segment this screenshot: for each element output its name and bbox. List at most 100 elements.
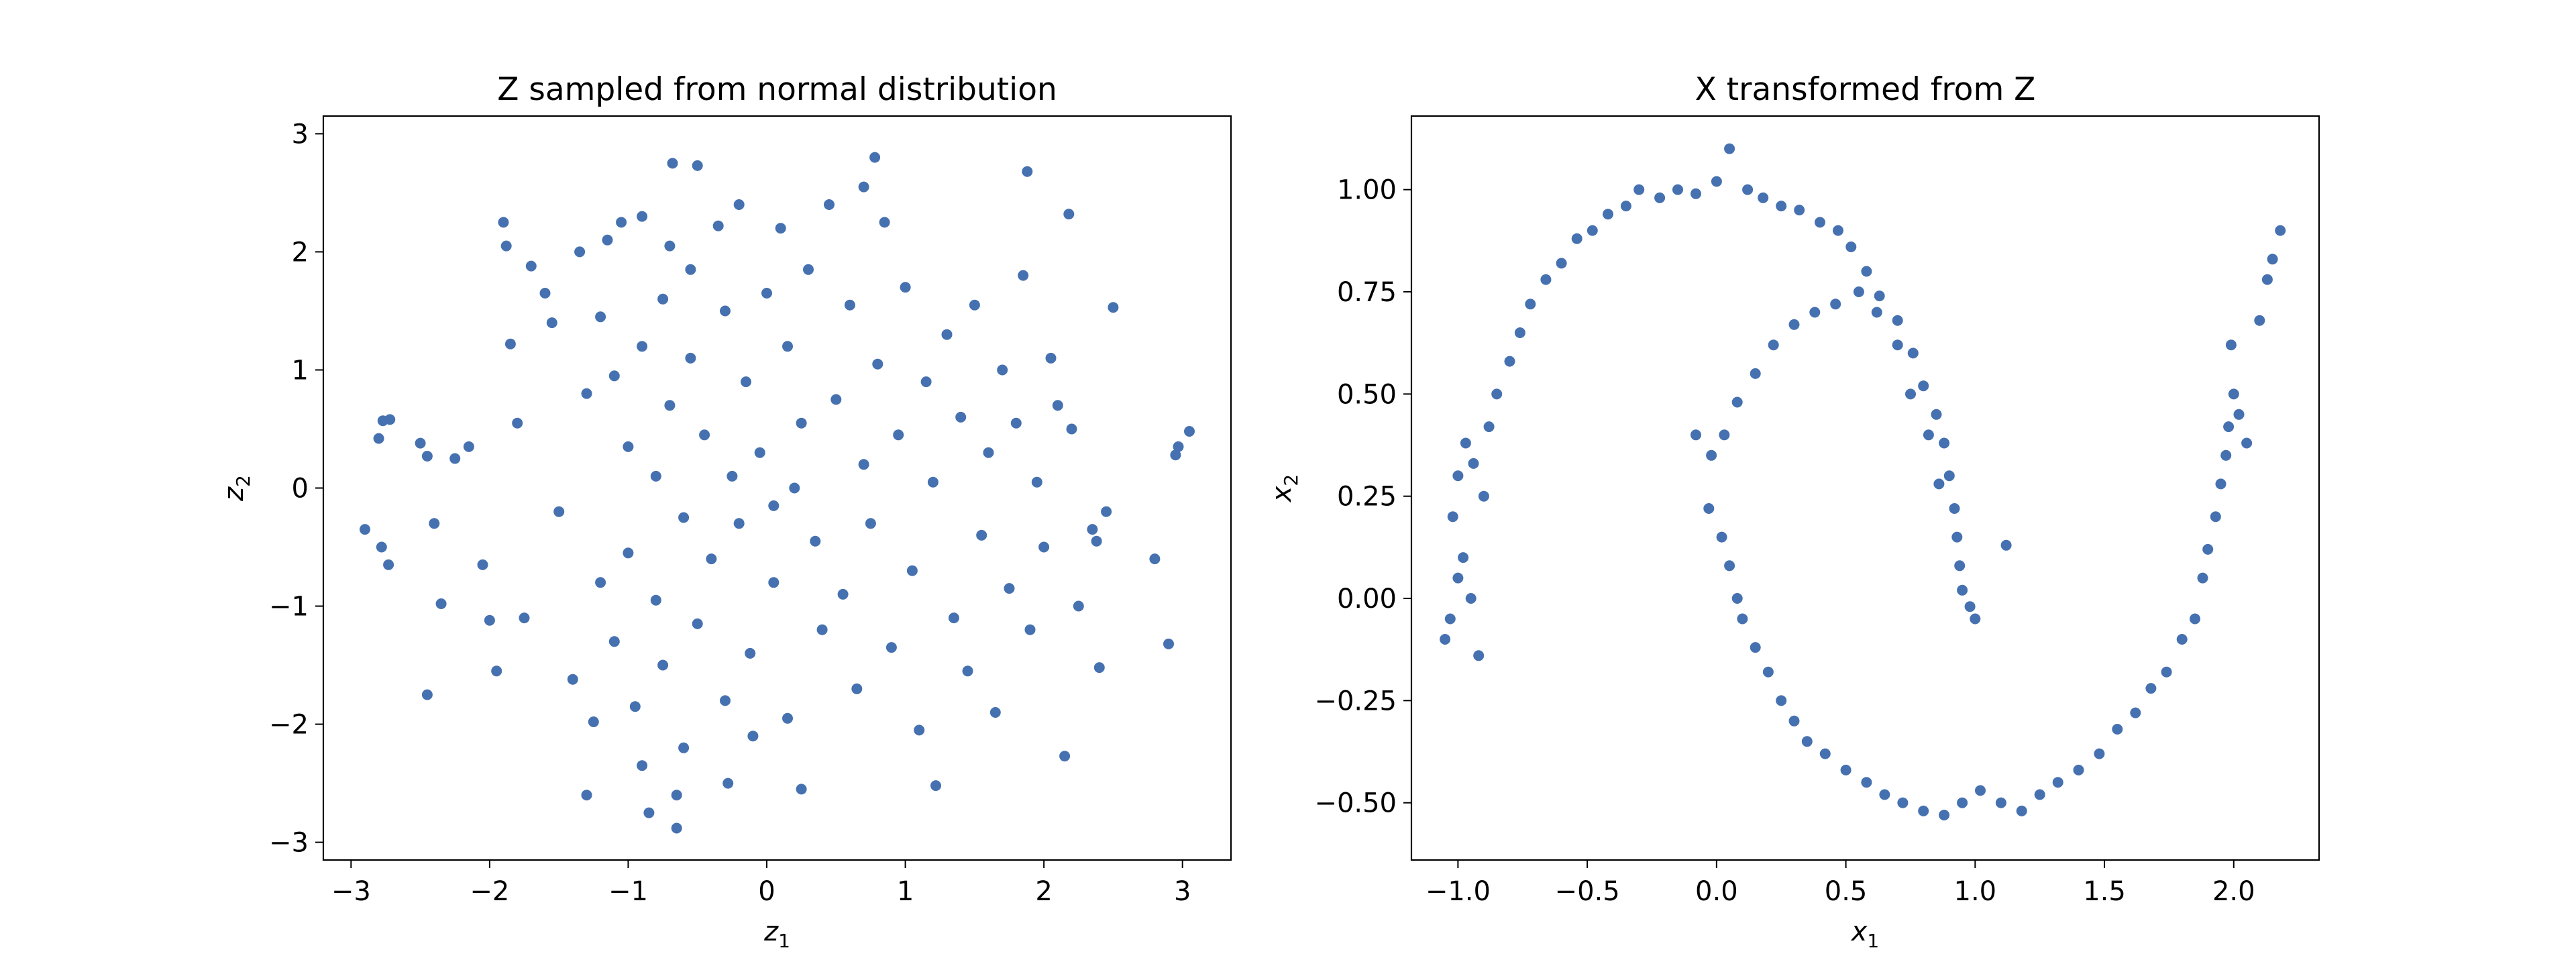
scatter-point [500, 240, 512, 252]
scatter-point [1603, 209, 1613, 220]
scatter-point [1525, 299, 1536, 310]
scatter-point [1093, 662, 1105, 674]
scatter-point [816, 624, 828, 635]
scatter-point [1742, 184, 1754, 195]
scatter-point [1087, 524, 1098, 535]
x-tick-label: −1 [608, 876, 648, 907]
scatter-point [1711, 176, 1722, 187]
scatter-point [616, 217, 627, 228]
scatter-point [1788, 715, 1800, 727]
scatter-point [650, 470, 661, 482]
chart-panel-1: −3 −2 −1 0 1 2 3 −3 −2 −1 0 1 2 3 Z sampled from norma… [219, 71, 1232, 952]
scatter-point [893, 429, 904, 441]
scatter-point [1815, 217, 1825, 228]
scatter-point [865, 518, 876, 529]
x-axis-label-subscript: 1 [1867, 930, 1879, 952]
scatter-point [2254, 315, 2265, 326]
scatter-point [1024, 624, 1036, 635]
y-tick-label: 0.75 [1337, 277, 1397, 308]
scatter-point [1892, 315, 1903, 326]
y-axis-label-subscript: 2 [1280, 474, 1302, 486]
scatter-point [1452, 470, 1464, 482]
scatter-point [678, 512, 690, 523]
scatter-point [1845, 241, 1857, 252]
scatter-point [872, 358, 883, 370]
scatter-point [782, 712, 793, 724]
scatter-point [2073, 764, 2084, 775]
y-tick-label: −0.50 [1314, 788, 1397, 819]
scatter-point [745, 647, 756, 659]
scatter-point [830, 394, 842, 405]
scatter-point [754, 447, 765, 458]
scatter-point [2261, 274, 2273, 285]
y-axis-label-var: z [219, 486, 250, 502]
scatter-point [914, 724, 925, 736]
scatter-point [2112, 724, 2123, 735]
scatter-point [1018, 270, 1029, 281]
y-tick-label: −0.25 [1314, 686, 1397, 716]
scatter-point [1073, 600, 1084, 612]
scatter-point [477, 559, 488, 570]
scatter-point [1957, 584, 1968, 596]
scatter-point [1768, 339, 1779, 351]
scatter-point [962, 665, 973, 677]
scatter-point [1905, 388, 1916, 400]
scatter-point [463, 441, 474, 452]
scatter-point [720, 305, 731, 317]
scatter-point [1995, 797, 2006, 808]
scatter-point [768, 500, 780, 511]
scatter-point [623, 547, 634, 559]
scatter-point [2267, 254, 2278, 265]
scatter-point [837, 588, 849, 600]
scatter-point [595, 577, 606, 588]
scatter-point [383, 559, 394, 570]
x-tick-label: 0 [758, 876, 775, 907]
scatter-point [664, 240, 676, 252]
scatter-point [1059, 751, 1071, 762]
y-tick-label: 0 [292, 474, 309, 504]
scatter-point [1163, 638, 1174, 649]
chart-panel-2: −1.0 −0.5 0.0 0.5 1.0 1.5 2.0 −0.50 −0.25 0.00 0.2… [1267, 71, 2320, 952]
scatter-point [2275, 225, 2286, 236]
scatter-point [706, 553, 717, 565]
scatter-point [955, 411, 967, 423]
scatter-point [1063, 209, 1075, 220]
x-tick-label: −1.0 [1426, 876, 1491, 907]
scatter-point [1943, 470, 1955, 482]
scatter-point [1892, 339, 1903, 351]
scatter-point [1149, 553, 1161, 565]
x-tick-label: 2 [1035, 876, 1052, 907]
scatter-point [415, 437, 426, 449]
scatter-point [1447, 511, 1458, 523]
scatter-point [637, 341, 648, 352]
scatter-point [1514, 327, 1525, 338]
scatter-point [906, 565, 918, 576]
scatter-point [643, 807, 655, 818]
scatter-point [2210, 511, 2221, 523]
scatter-point [1491, 388, 1503, 400]
y-axis-label: z2 [219, 475, 254, 502]
scatter-point [930, 780, 941, 792]
scatter-point [1706, 449, 1717, 461]
scatter-point [789, 482, 800, 494]
scatter-point [421, 689, 433, 700]
scatter-point [692, 160, 703, 171]
scatter-point [657, 659, 669, 671]
scatter-point [491, 665, 502, 677]
scatter-point [685, 264, 696, 275]
x-axis-label: z1 [763, 916, 790, 952]
scatter-point [608, 636, 620, 647]
scatter-point [1052, 400, 1063, 411]
scatter-point [435, 598, 447, 609]
scatter-point [581, 388, 592, 399]
scatter-point [498, 217, 509, 228]
scatter-point [810, 535, 821, 547]
scatter-point [664, 400, 676, 411]
scatter-point [2161, 666, 2172, 678]
scatter-point [1731, 593, 1743, 604]
scatter-point [637, 760, 648, 771]
scatter-point [574, 246, 586, 258]
scatter-point [900, 282, 911, 293]
scatter-point [1460, 437, 1471, 449]
